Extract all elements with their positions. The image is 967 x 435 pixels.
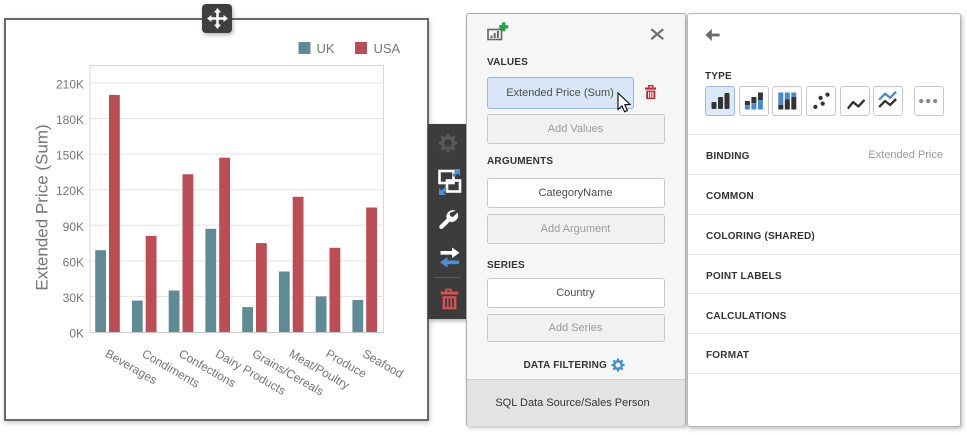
- svg-text:180K: 180K: [56, 113, 84, 127]
- svg-text:Extended Price (Sum): Extended Price (Sum): [33, 124, 52, 290]
- svg-text:0K: 0K: [69, 327, 84, 341]
- svg-text:60K: 60K: [63, 255, 84, 269]
- svg-text:USA: USA: [374, 41, 401, 56]
- svg-text:150K: 150K: [56, 149, 84, 163]
- svg-text:Seafood: Seafood: [360, 346, 406, 380]
- svg-text:210K: 210K: [56, 78, 84, 92]
- svg-text:120K: 120K: [56, 184, 84, 198]
- svg-text:UK: UK: [317, 41, 335, 56]
- svg-text:30K: 30K: [63, 291, 84, 305]
- svg-text:90K: 90K: [63, 220, 84, 234]
